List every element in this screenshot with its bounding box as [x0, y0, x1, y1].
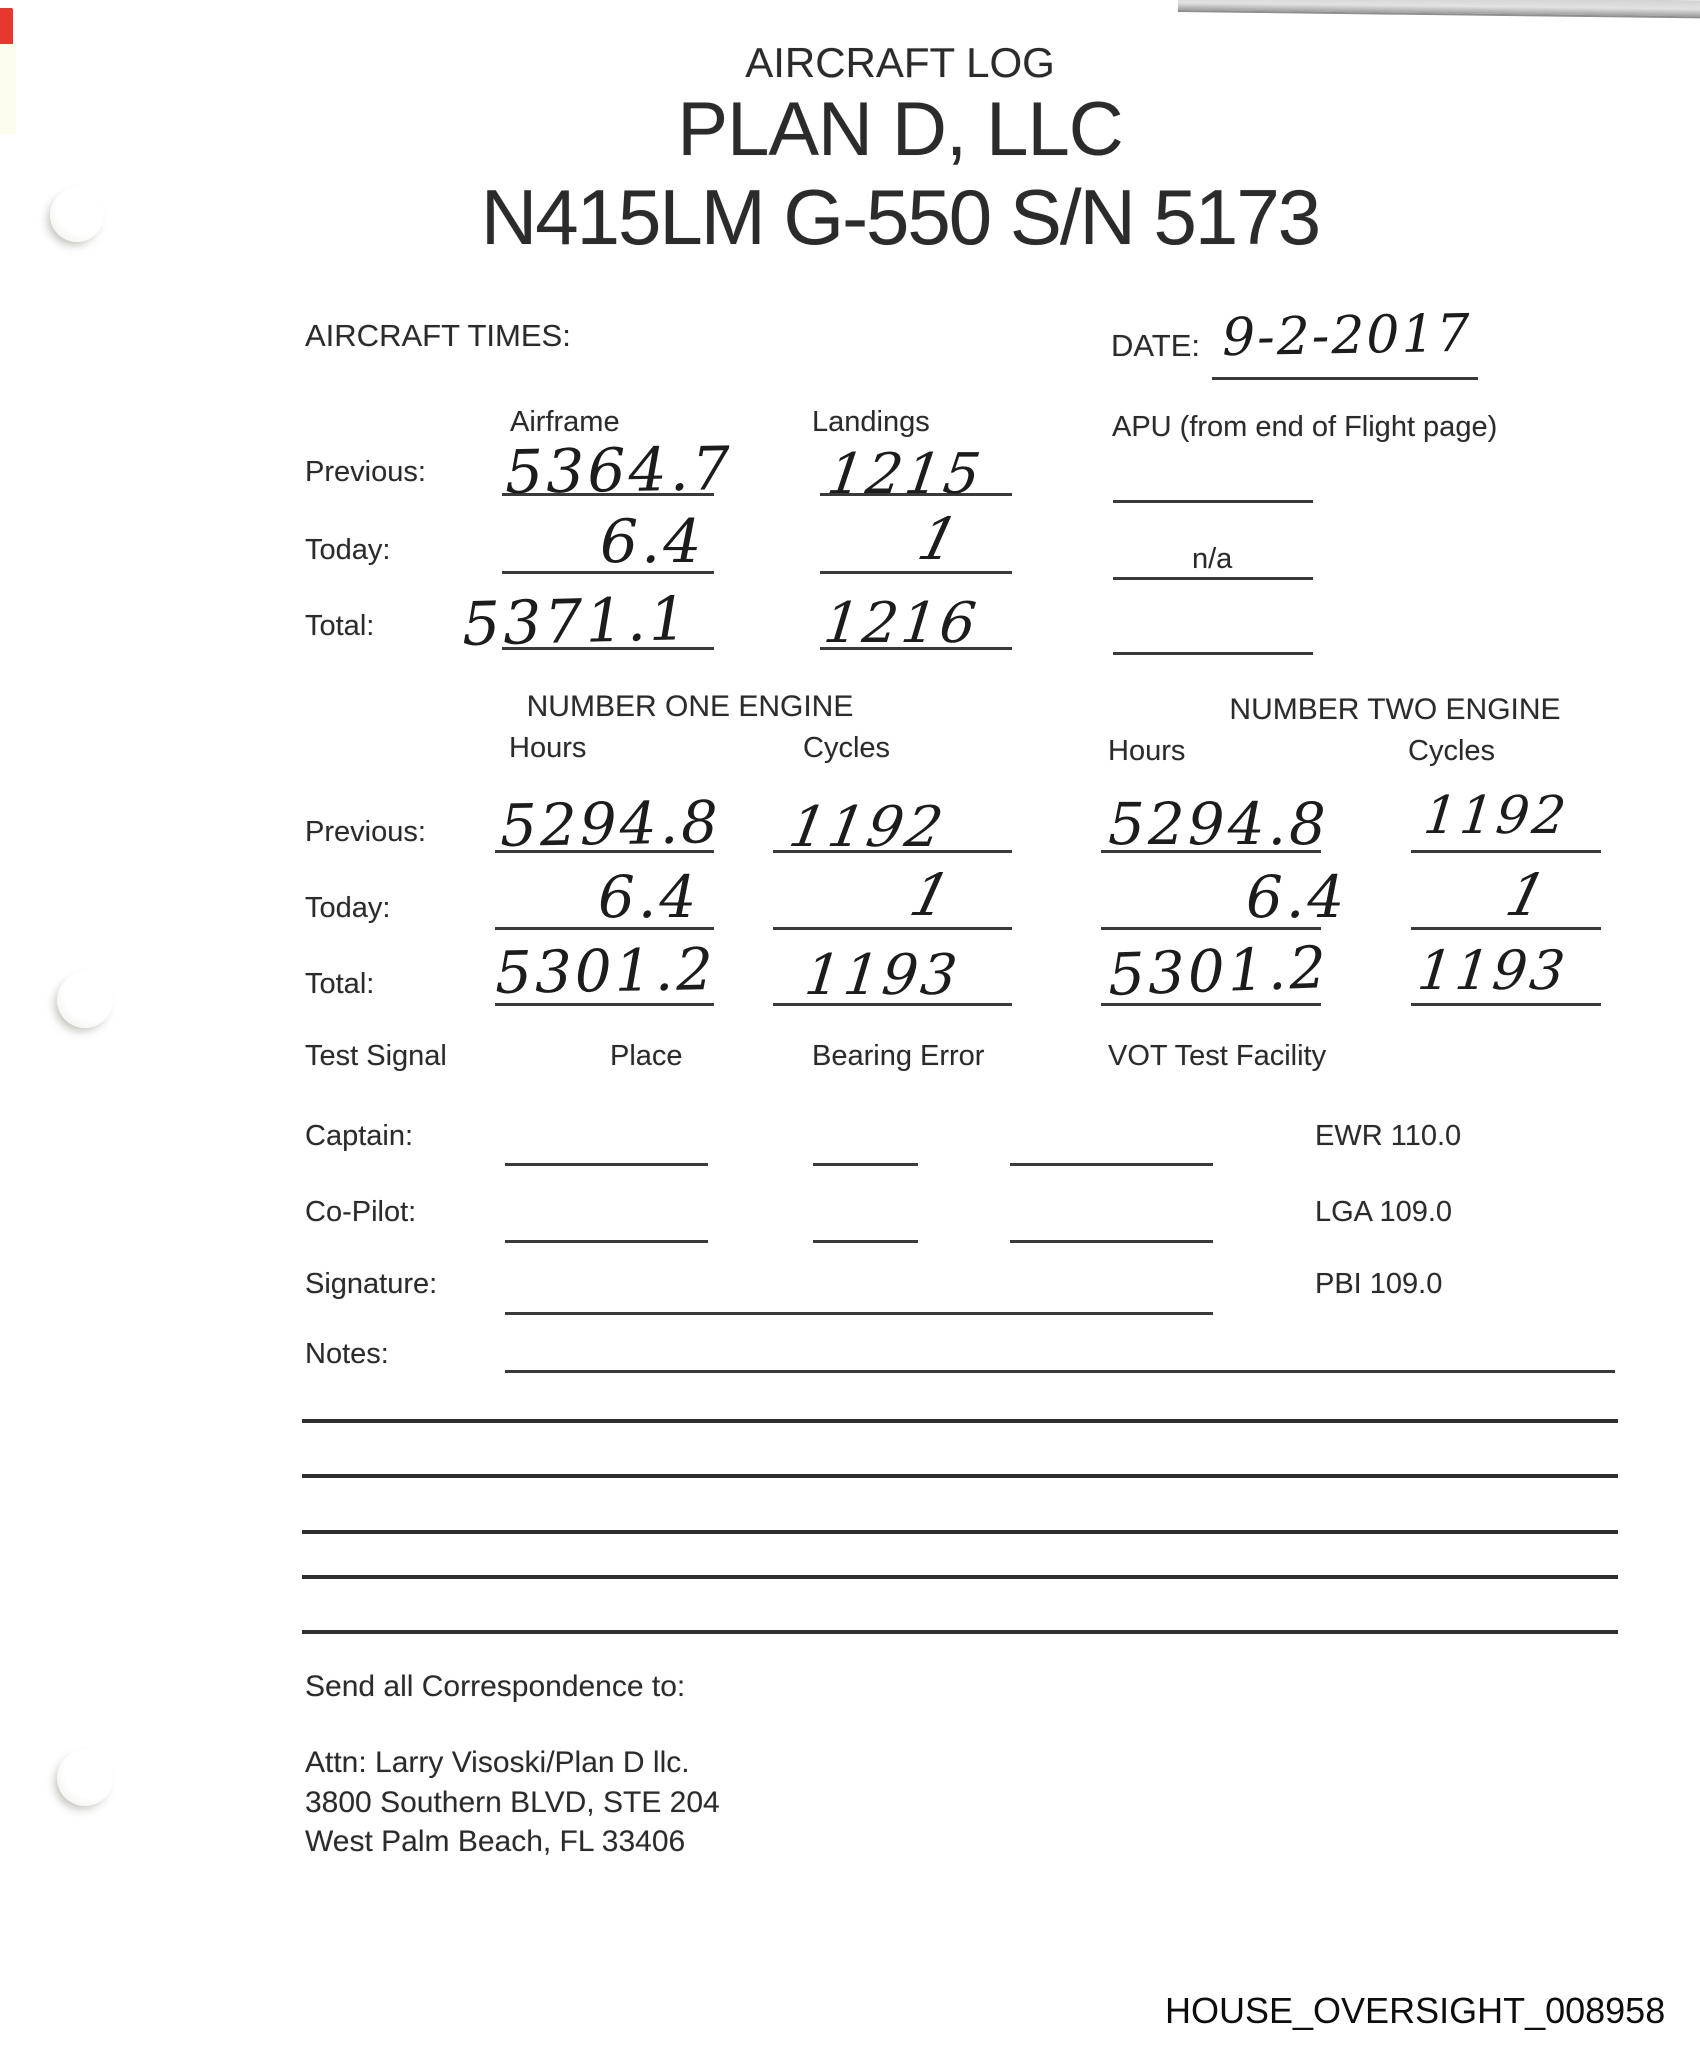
aircraft-registration: N415LM G-550 S/N 5173: [480, 173, 1321, 261]
landings-today-line: [820, 571, 1012, 574]
landings-total-value: 1216: [820, 591, 982, 656]
column-header-bearing-error: Bearing Error: [812, 1040, 985, 1072]
landings-total-line: [820, 647, 1012, 650]
airframe-today-value: 6.4: [600, 507, 705, 577]
airframe-total-value: 5371.1: [461, 584, 691, 660]
company-name: PLAN D, LLC: [677, 87, 1123, 172]
engine-row-label-total: Total:: [305, 968, 375, 1000]
engine-row-label-today: Today:: [305, 892, 391, 924]
copilot-label: Co-Pilot:: [305, 1196, 417, 1228]
correspondence-address2: West Palm Beach, FL 33406: [305, 1825, 686, 1858]
engine-one-title: NUMBER ONE ENGINE: [526, 690, 854, 723]
e1-cycles-previous-value: 1192: [784, 795, 951, 860]
engine-two-hours-header: Hours: [1108, 735, 1186, 767]
vot-facility-lga: LGA 109.0: [1315, 1196, 1453, 1228]
date-blank-line: [1212, 377, 1478, 380]
signature-line: [505, 1312, 1213, 1315]
date-handwritten-value: 9-2-2017: [1221, 303, 1473, 369]
e2-hours-today-value: 6.4: [1246, 863, 1348, 931]
e1-hours-today-value: 6.4: [598, 863, 700, 931]
blank-rule-3: [302, 1530, 1618, 1534]
vot-facility-pbi: PBI 109.0: [1315, 1268, 1443, 1300]
airframe-previous-line: [502, 493, 714, 496]
correspondence-heading: Send all Correspondence to:: [305, 1670, 686, 1703]
e2-cycles-previous-line: [1411, 850, 1601, 853]
column-header-vot-facility: VOT Test Facility: [1108, 1040, 1327, 1072]
engine-two-title: NUMBER TWO ENGINE: [1229, 693, 1561, 726]
column-header-apu: APU (from end of Flight page): [1112, 411, 1498, 443]
blank-rule-1: [302, 1419, 1618, 1423]
hole-punch-middle: [57, 972, 113, 1028]
date-label: DATE:: [1111, 328, 1200, 363]
correspondence-attn: Attn: Larry Visoski/Plan D llc.: [305, 1746, 690, 1779]
apu-total-line: [1113, 652, 1313, 655]
e2-cycles-total-value: 1193: [1414, 939, 1571, 1002]
captain-vot-line: [1010, 1163, 1213, 1166]
notes-line: [505, 1370, 1615, 1373]
e2-hours-today-line: [1101, 927, 1321, 930]
scan-shadow-artifact: [1177, 0, 1700, 19]
apu-previous-line: [1113, 500, 1313, 503]
signature-label: Signature:: [305, 1268, 438, 1300]
captain-label: Captain:: [305, 1120, 414, 1152]
e2-hours-previous-value: 5294.8: [1108, 790, 1329, 858]
hole-punch-bottom: [57, 1750, 113, 1806]
landings-previous-line: [820, 493, 1012, 496]
airframe-today-line: [502, 571, 714, 574]
column-header-landings: Landings: [812, 406, 930, 438]
bates-number: HOUSE_OVERSIGHT_008958: [1165, 1990, 1666, 2031]
e2-cycles-today-value: 1: [1499, 861, 1557, 929]
vot-facility-ewr: EWR 110.0: [1315, 1120, 1462, 1152]
captain-place-line: [505, 1163, 708, 1166]
landings-today-value: 1: [911, 505, 969, 573]
e1-hours-total-line: [495, 1003, 714, 1006]
copilot-bearing-line: [813, 1240, 918, 1243]
engine-one-cycles-header: Cycles: [803, 732, 891, 764]
hole-punch-top: [50, 188, 104, 242]
e1-hours-total-value: 5301.2: [494, 935, 717, 1007]
e2-hours-total-value: 5301.2: [1106, 933, 1331, 1009]
notes-label: Notes:: [305, 1338, 389, 1370]
e1-cycles-total-value: 1193: [801, 943, 963, 1008]
e2-cycles-today-line: [1411, 927, 1601, 930]
e1-hours-today-line: [495, 927, 714, 930]
blank-rule-5: [302, 1630, 1618, 1634]
blank-rule-2: [302, 1474, 1618, 1478]
row-label-total: Total:: [305, 610, 375, 642]
e1-hours-previous-value: 5294.8: [499, 788, 722, 860]
blank-rule-4: [302, 1575, 1618, 1579]
aircraft-times-heading: AIRCRAFT TIMES:: [305, 318, 571, 353]
correspondence-address1: 3800 Southern BLVD, STE 204: [305, 1786, 720, 1819]
airframe-previous-value: 5364.7: [504, 434, 734, 508]
landings-previous-value: 1215: [823, 442, 988, 507]
apu-today-line: [1113, 577, 1313, 580]
form-title: AIRCRAFT LOG: [745, 39, 1055, 86]
e1-cycles-today-value: 1: [903, 861, 961, 929]
e2-hours-total-line: [1101, 1003, 1321, 1006]
column-header-place: Place: [610, 1040, 683, 1072]
e2-hours-previous-line: [1101, 850, 1321, 853]
engine-one-hours-header: Hours: [509, 732, 587, 764]
copilot-vot-line: [1010, 1240, 1213, 1243]
airframe-total-line: [502, 647, 714, 650]
apu-today-na: n/a: [1192, 543, 1233, 575]
row-label-today: Today:: [305, 534, 391, 566]
engine-two-cycles-header: Cycles: [1408, 735, 1496, 767]
e1-cycles-total-line: [773, 1003, 1012, 1006]
e1-hours-previous-line: [495, 850, 714, 853]
row-label-previous: Previous:: [305, 456, 426, 488]
column-header-test-signal: Test Signal: [305, 1040, 447, 1072]
e2-cycles-previous-value: 1192: [1420, 786, 1572, 846]
e2-cycles-total-line: [1411, 1003, 1601, 1006]
e1-cycles-previous-line: [773, 850, 1012, 853]
engine-row-label-previous: Previous:: [305, 816, 426, 848]
paper-edge-tint: [0, 44, 16, 134]
column-header-airframe: Airframe: [510, 406, 620, 438]
copilot-place-line: [505, 1240, 708, 1243]
e1-cycles-today-line: [773, 927, 1012, 930]
captain-bearing-line: [813, 1163, 918, 1166]
